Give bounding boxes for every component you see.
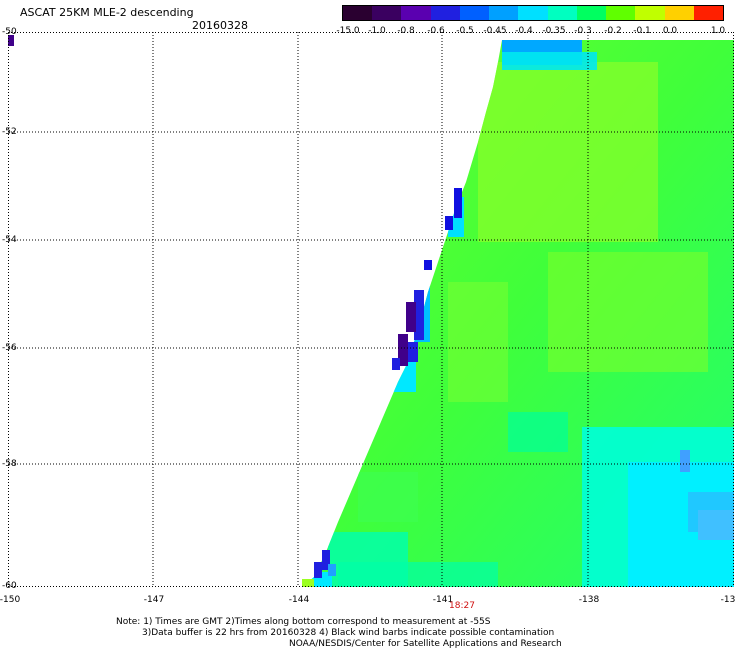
colorbar-segment xyxy=(576,6,607,20)
colorbar-label: -0.2 xyxy=(604,26,622,36)
lon-label: -150 xyxy=(0,595,21,605)
colorbar xyxy=(342,5,724,21)
colorbar-segment xyxy=(547,6,577,20)
colorbar-label: 0.0 xyxy=(662,26,678,36)
time-label: 18:27 xyxy=(449,601,475,611)
lat-label: -54 xyxy=(2,235,17,245)
colorbar-label: -0.1 xyxy=(633,26,651,36)
colorbar-segment xyxy=(606,6,636,20)
map-date: 20160328 xyxy=(192,19,248,32)
colorbar-label: 1.0 xyxy=(710,26,726,36)
map-plot[interactable] xyxy=(8,32,734,587)
colorbar-label: -0.35 xyxy=(542,26,566,36)
swath-map xyxy=(8,32,734,587)
colorbar-segment xyxy=(343,6,373,20)
edge-pixels xyxy=(8,35,462,587)
colorbar-segment xyxy=(401,6,431,20)
colorbar-label: -0.5 xyxy=(456,26,474,36)
lat-label: -50 xyxy=(2,27,17,37)
lat-label: -60 xyxy=(2,581,17,591)
lon-label: -141 xyxy=(432,595,454,605)
map-title: ASCAT 25KM MLE-2 descending xyxy=(20,6,194,19)
colorbar-label: -15.0 xyxy=(336,26,360,36)
colorbar-label: -0.45 xyxy=(483,26,507,36)
colorbar-labels: -15.0 -1.0 -0.8 -0.6 -0.5 -0.45 -0.4 -0.… xyxy=(330,26,730,38)
lon-label: -147 xyxy=(143,595,165,605)
footnote-line-1: Note: 1) Times are GMT 2)Times along bot… xyxy=(116,617,491,627)
swath xyxy=(302,40,734,587)
grid-lines xyxy=(8,32,734,587)
footnote-line-3: NOAA/NESDIS/Center for Satellite Applica… xyxy=(289,639,562,649)
colorbar-label: -1.0 xyxy=(368,26,386,36)
footnote-line-2: 3)Data buffer is 22 hrs from 20160328 4)… xyxy=(142,628,555,638)
colorbar-segment xyxy=(664,6,694,20)
lat-label: -58 xyxy=(2,459,17,469)
lon-label: -138 xyxy=(578,595,600,605)
colorbar-label: -0.6 xyxy=(427,26,445,36)
colorbar-label: -0.3 xyxy=(574,26,592,36)
colorbar-segment xyxy=(635,6,665,20)
colorbar-segment xyxy=(430,6,460,20)
colorbar-segment xyxy=(693,6,724,20)
lon-label: -144 xyxy=(288,595,310,605)
lon-label: -13 xyxy=(720,595,736,605)
colorbar-segment xyxy=(372,6,402,20)
colorbar-segment xyxy=(459,6,490,20)
colorbar-label: -0.4 xyxy=(515,26,533,36)
lat-label: -56 xyxy=(2,343,17,353)
lat-label: -52 xyxy=(2,127,17,137)
colorbar-segment xyxy=(518,6,548,20)
colorbar-segment xyxy=(489,6,519,20)
colorbar-label: -0.8 xyxy=(397,26,415,36)
